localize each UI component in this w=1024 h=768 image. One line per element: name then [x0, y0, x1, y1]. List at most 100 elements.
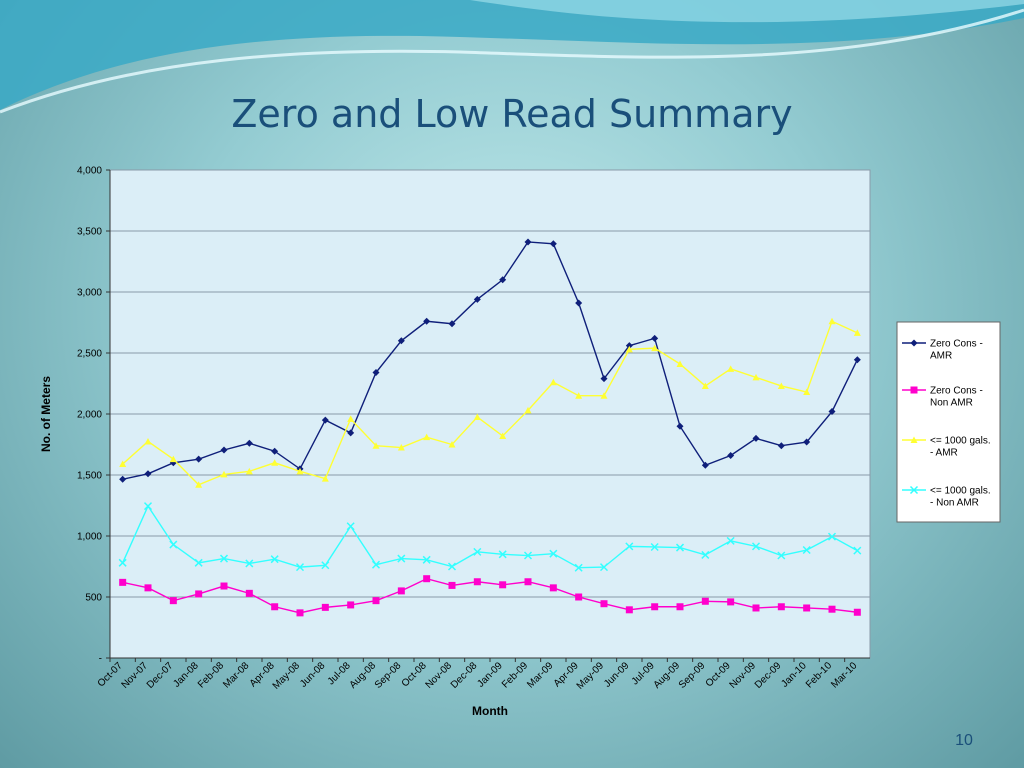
- data-point: [119, 475, 127, 483]
- data-point: [321, 603, 329, 611]
- data-point: [726, 536, 735, 545]
- data-point: [499, 432, 507, 439]
- data-point: [828, 605, 836, 613]
- data-point: [727, 365, 735, 372]
- series-1: [119, 238, 861, 483]
- x-tick-label: Nov-09: [728, 660, 759, 691]
- data-point: [549, 378, 557, 386]
- data-point: [675, 543, 685, 552]
- x-tick-label: Feb-09: [500, 660, 530, 690]
- legend-marker: [910, 386, 918, 394]
- data-point: [777, 603, 785, 611]
- x-tick-label: Dec-09: [753, 660, 784, 691]
- data-point: [220, 446, 228, 454]
- data-point: [271, 603, 279, 611]
- x-tick-label: May-09: [575, 660, 607, 692]
- data-point: [422, 555, 431, 564]
- wave-band: [470, 0, 1024, 23]
- data-point: [676, 603, 684, 611]
- data-point: [321, 561, 330, 570]
- x-tick-label: Mar-10: [829, 660, 859, 690]
- data-point: [751, 542, 761, 551]
- data-point: [853, 329, 861, 336]
- data-point: [296, 467, 304, 475]
- x-tick-label: Aug-09: [652, 660, 683, 691]
- data-point: [600, 375, 608, 383]
- data-point: [650, 542, 659, 552]
- data-point: [245, 439, 253, 447]
- series-line: [122, 577, 858, 614]
- legend-item: Zero Cons -Non AMR: [902, 386, 983, 409]
- data-point: [448, 320, 456, 328]
- data-point: [144, 437, 152, 445]
- y-tick-label: 1,500: [77, 471, 102, 482]
- data-point: [372, 442, 380, 449]
- data-point: [119, 578, 127, 586]
- data-point: [727, 451, 735, 459]
- x-tick-label: Sep-09: [677, 660, 708, 691]
- x-tick-label: Jan-10: [779, 660, 809, 690]
- data-point: [625, 342, 633, 350]
- data-point: [549, 240, 557, 248]
- series-line: [122, 241, 858, 480]
- x-tick-label: Feb-08: [196, 660, 226, 690]
- data-point: [575, 593, 583, 601]
- data-point: [473, 578, 481, 586]
- data-point: [372, 369, 380, 377]
- data-point: [347, 415, 355, 422]
- data-point: [752, 434, 760, 442]
- data-point: [423, 575, 431, 583]
- wave-highlight: [0, 8, 1024, 114]
- data-point: [397, 554, 406, 563]
- x-tick-label: Nov-08: [424, 660, 455, 691]
- data-point: [473, 547, 482, 556]
- data-point: [803, 604, 811, 612]
- data-point: [853, 356, 861, 364]
- y-tick-label: 500: [85, 593, 102, 604]
- data-point: [575, 392, 583, 399]
- data-point: [828, 408, 836, 416]
- data-point: [219, 554, 229, 563]
- y-tick-label: 1,000: [77, 532, 102, 543]
- x-tick-label: Mar-08: [221, 660, 251, 690]
- data-point: [118, 558, 127, 567]
- legend-item: <= 1000 gals. - Non AMR: [902, 486, 991, 509]
- data-point: [752, 604, 760, 612]
- data-point: [169, 597, 177, 605]
- data-point: [195, 455, 203, 463]
- y-axis-label: No. of Meters: [39, 376, 53, 452]
- x-tick-label: Nov-07: [120, 660, 151, 691]
- data-point: [397, 444, 405, 451]
- data-point: [397, 587, 405, 595]
- legend-item: Zero Cons -AMR: [902, 339, 983, 362]
- data-point: [270, 555, 279, 564]
- data-point: [169, 455, 177, 463]
- data-point: [144, 470, 152, 478]
- data-point: [347, 429, 355, 437]
- y-tick-label: 2,000: [77, 410, 102, 421]
- legend: Zero Cons -AMR Zero Cons -Non AMR <= 1000 …: [896, 321, 1001, 523]
- data-point: [853, 608, 861, 616]
- data-point: [549, 549, 558, 558]
- data-point: [600, 392, 608, 399]
- data-point: [321, 475, 329, 482]
- data-point: [701, 550, 710, 559]
- data-point: [727, 598, 735, 606]
- y-tick-label: 3,000: [77, 288, 102, 299]
- legend-marker: [910, 339, 918, 347]
- data-point: [499, 276, 507, 284]
- legend-marker: [910, 436, 918, 443]
- x-tick-label: Jun-09: [602, 660, 632, 690]
- legend-marker: [909, 485, 919, 495]
- data-point: [295, 563, 305, 572]
- x-tick-label: Jan-09: [475, 660, 505, 690]
- data-point: [473, 295, 481, 303]
- series-2: [119, 575, 861, 617]
- data-point: [245, 559, 254, 568]
- legend-label: <= 1000 gals. - Non AMR: [930, 486, 991, 509]
- series-4: [118, 502, 862, 572]
- x-axis-label: Month: [472, 704, 508, 718]
- data-point: [752, 373, 760, 381]
- data-point: [423, 433, 431, 441]
